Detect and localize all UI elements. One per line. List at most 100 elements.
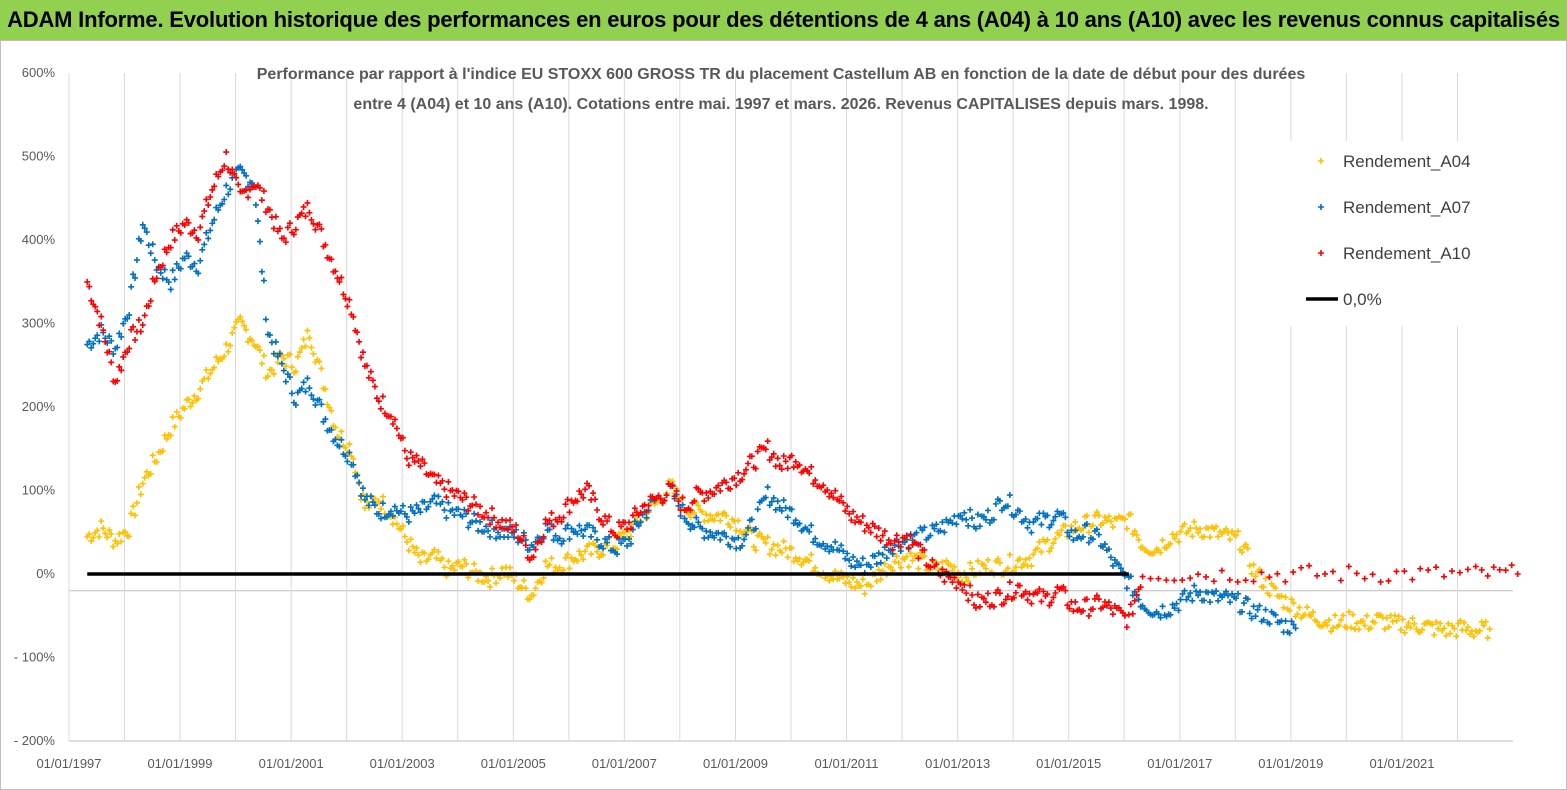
data-point [677,512,684,519]
data-point [703,511,710,518]
x-tick-label: 01/01/1999 [147,756,212,771]
data-point [943,557,950,564]
data-point [780,453,787,460]
data-point [485,514,492,521]
data-point [1484,634,1491,641]
data-point [828,490,835,497]
data-point [731,475,738,482]
data-point [885,537,892,544]
data-point [1169,601,1176,608]
data-point [171,276,178,283]
data-point [548,555,555,562]
data-point [1167,611,1174,618]
data-point [913,529,920,536]
data-point [974,511,981,518]
data-point [875,566,882,573]
data-point [205,235,212,242]
data-point [377,515,384,522]
data-point [933,561,940,568]
data-point [1056,531,1063,538]
data-point [859,555,866,562]
data-point [215,206,222,213]
data-point [86,338,93,345]
data-point [951,563,958,570]
data-point [574,558,581,565]
data-point [282,239,289,246]
data-point [705,495,712,502]
data-point [705,517,712,524]
data-point [1034,515,1041,522]
data-point [1314,572,1321,579]
x-tick-label: 01/01/2003 [370,756,435,771]
data-point [1397,626,1404,633]
data-point [354,329,361,336]
data-point [1135,596,1142,603]
data-point [1191,582,1198,589]
data-point [1038,598,1045,605]
data-point [972,604,979,611]
data-point [1433,618,1440,625]
data-point [748,516,755,523]
data-point [1103,602,1110,609]
data-point [1478,566,1485,573]
data-point [495,519,502,526]
data-point [149,452,156,459]
data-point [292,226,299,233]
data-point [1242,577,1249,584]
data-point [1233,595,1240,602]
data-point [921,546,928,553]
data-point [1052,589,1059,596]
data-point [225,348,232,355]
data-point [854,579,861,586]
data-point [282,378,289,385]
data-point [1321,570,1328,577]
data-point [149,241,156,248]
data-point [417,509,424,516]
data-point [431,492,438,499]
data-point [590,524,597,531]
legend-label: Rendement_A10 [1343,244,1471,263]
data-point [984,590,991,597]
data-point [1070,608,1077,615]
data-point [1292,625,1299,632]
data-point [1480,622,1487,629]
data-point [1062,522,1069,529]
data-point [481,528,488,535]
data-point [564,551,571,558]
data-point [1101,514,1108,521]
data-point [481,578,488,585]
data-point [727,524,734,531]
data-point [574,498,581,505]
x-tick-label: 01/01/2011 [814,756,878,771]
data-point [195,395,202,402]
data-point [132,274,139,281]
data-point [540,574,547,581]
data-point [1348,624,1355,631]
data-point [100,327,107,334]
data-point [1044,512,1051,519]
data-point [286,351,293,358]
data-point [812,535,819,542]
data-point [106,333,113,340]
data-point [980,513,987,520]
data-point [1022,516,1029,523]
data-point [1225,592,1232,599]
data-point [687,514,694,521]
data-point [959,515,966,522]
data-point [1330,624,1337,631]
data-point [1127,511,1134,518]
data-point [122,528,129,535]
data-point [917,541,924,548]
data-point [298,385,305,392]
data-point [1179,590,1186,597]
data-point [393,425,400,432]
data-point [1240,600,1247,607]
data-point [1294,611,1301,618]
data-point [909,557,916,564]
data-point [1101,541,1108,548]
data-point [1235,590,1242,597]
data-point [1095,596,1102,603]
grid [68,73,1513,742]
data-point [1046,602,1053,609]
data-point [185,253,192,260]
